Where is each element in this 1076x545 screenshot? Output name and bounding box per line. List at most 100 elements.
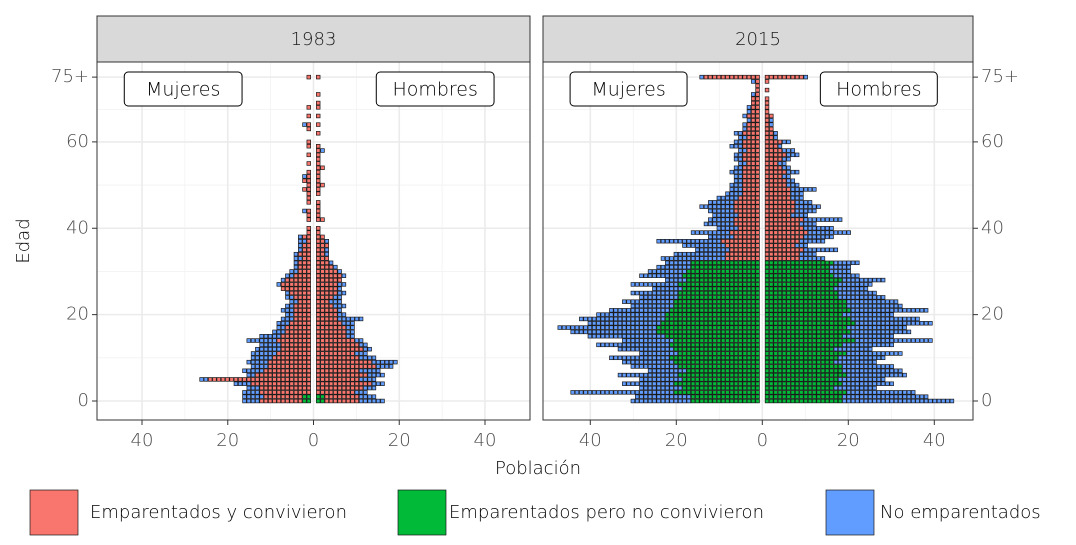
person-square [885, 312, 890, 317]
person-square [673, 277, 679, 283]
population-segment [246, 372, 256, 378]
population-segment [337, 282, 347, 287]
person-square [855, 321, 860, 326]
person-square [639, 355, 644, 361]
person-square [911, 398, 916, 404]
person-square [316, 377, 321, 382]
person-square [280, 316, 286, 322]
person-square [725, 385, 730, 391]
person-square [812, 364, 817, 369]
person-square [324, 381, 329, 386]
person-square [293, 329, 299, 335]
population-segment [846, 299, 899, 304]
person-square [833, 368, 839, 373]
person-square [777, 346, 783, 352]
person-square [751, 325, 756, 330]
person-square [769, 385, 774, 391]
person-square [746, 325, 752, 330]
person-square [751, 79, 756, 84]
population-segment [755, 83, 760, 88]
person-square [790, 213, 796, 218]
person-square [708, 381, 713, 386]
person-square [846, 390, 851, 395]
person-square [320, 277, 325, 283]
person-square [626, 381, 631, 386]
person-square [337, 381, 342, 386]
person-square [298, 377, 303, 382]
person-square [337, 290, 342, 296]
person-square [333, 282, 338, 287]
person-square [371, 372, 377, 378]
person-square [820, 381, 826, 386]
person-square [376, 359, 381, 365]
person-square [790, 277, 796, 283]
person-square [742, 364, 747, 369]
person-square [203, 377, 209, 382]
person-square [746, 290, 752, 296]
person-square [712, 316, 717, 322]
person-square [316, 273, 321, 278]
person-square [630, 299, 636, 304]
person-square [609, 334, 614, 339]
person-square [755, 87, 760, 93]
person-square [293, 368, 299, 373]
person-square [846, 334, 851, 339]
x-tick-label: 20 [837, 430, 860, 451]
person-square [794, 299, 800, 304]
person-square [272, 368, 277, 373]
person-square [816, 390, 821, 395]
person-square [769, 178, 774, 183]
population-segment [263, 368, 311, 373]
person-square [803, 346, 808, 352]
person-square [729, 390, 734, 395]
person-square [755, 286, 760, 291]
person-square [786, 234, 791, 240]
person-square [630, 390, 636, 395]
person-square [333, 334, 338, 339]
person-square [695, 251, 700, 257]
person-square [574, 329, 580, 335]
person-square [686, 273, 691, 278]
population-segment [316, 355, 359, 361]
person-square [863, 334, 869, 339]
person-square [358, 381, 364, 386]
person-square [755, 200, 760, 205]
person-square [777, 394, 783, 399]
person-square [320, 351, 325, 356]
person-square [302, 269, 307, 274]
person-square [298, 243, 303, 248]
person-square [337, 316, 342, 322]
person-square [764, 385, 770, 391]
person-square [729, 269, 734, 274]
population-segment [764, 351, 847, 356]
person-square [829, 381, 834, 386]
person-square [716, 394, 722, 399]
person-square [825, 260, 830, 266]
person-square [803, 351, 808, 356]
person-square [773, 377, 778, 382]
person-square [665, 321, 670, 326]
x-tick-label: 20 [665, 430, 688, 451]
person-square [259, 338, 264, 343]
person-square [773, 321, 778, 326]
person-square [639, 299, 644, 304]
person-square [794, 295, 800, 300]
person-square [272, 394, 277, 399]
person-square [660, 390, 666, 395]
person-square [316, 148, 321, 153]
person-square [846, 312, 851, 317]
person-square [699, 303, 704, 309]
person-square [746, 282, 752, 287]
person-square [746, 200, 752, 205]
person-square [622, 359, 627, 365]
person-square [868, 316, 873, 322]
person-square [289, 334, 294, 339]
person-square [790, 256, 796, 261]
person-square [622, 334, 627, 339]
person-square [729, 234, 734, 240]
person-square [769, 144, 774, 149]
person-square [617, 321, 623, 326]
person-square [289, 286, 294, 291]
person-square [320, 260, 325, 266]
person-square [755, 213, 760, 218]
